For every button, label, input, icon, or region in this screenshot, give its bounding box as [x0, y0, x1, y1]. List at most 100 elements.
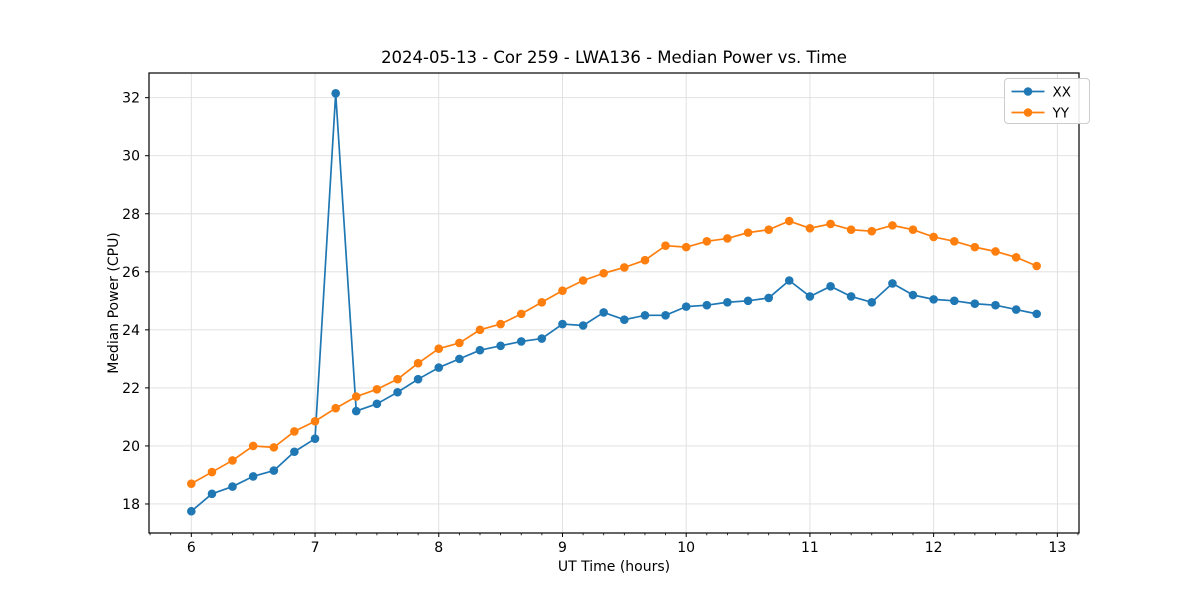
legend-marker-YY	[1023, 108, 1033, 117]
data-point-YY	[207, 467, 217, 477]
data-point-YY	[888, 221, 897, 230]
data-point-XX	[784, 276, 794, 285]
data-point-XX	[434, 363, 444, 372]
plot-frame	[148, 72, 1080, 534]
data-point-XX	[661, 311, 670, 320]
y-tick-label: 26	[122, 265, 140, 281]
data-point-XX	[537, 334, 547, 343]
data-point-YY	[331, 403, 340, 413]
data-point-YY	[455, 338, 464, 348]
data-point-XX	[702, 300, 712, 310]
data-point-YY	[248, 441, 258, 451]
data-point-YY	[1011, 252, 1021, 262]
data-point-YY	[805, 223, 815, 233]
x-tick-label: 6	[187, 540, 196, 556]
x-axis-label: UT Time (hours)	[557, 559, 671, 575]
data-point-XX	[331, 89, 340, 98]
data-point-XX	[393, 387, 402, 397]
data-point-XX	[599, 308, 608, 317]
x-tick-label: 12	[925, 540, 943, 556]
data-point-YY	[846, 225, 856, 235]
y-tick-label: 32	[122, 91, 140, 107]
legend-label-YY: YY	[1052, 106, 1070, 122]
data-point-XX	[269, 466, 279, 475]
data-point-XX	[743, 296, 753, 306]
data-point-XX	[620, 315, 629, 324]
data-point-YY	[867, 226, 877, 236]
data-point-YY	[702, 237, 712, 246]
data-point-XX	[207, 489, 217, 499]
y-tick-label: 28	[122, 207, 140, 223]
data-point-YY	[516, 309, 526, 319]
data-point-YY	[393, 374, 402, 384]
data-point-YY	[929, 232, 938, 242]
data-point-YY	[351, 392, 361, 401]
legend-box	[1004, 78, 1090, 124]
data-point-YY	[475, 325, 485, 335]
data-point-XX	[949, 296, 959, 306]
data-point-XX	[681, 302, 691, 311]
data-point-XX	[929, 295, 938, 304]
data-point-XX	[496, 341, 505, 351]
data-point-XX	[351, 406, 361, 416]
y-tick-label: 30	[122, 149, 140, 165]
data-point-XX	[1011, 305, 1021, 314]
data-point-YY	[826, 219, 835, 229]
data-point-YY	[187, 479, 196, 488]
legend-marker-XX	[1023, 87, 1033, 96]
data-point-XX	[372, 399, 382, 409]
data-point-YY	[599, 268, 608, 278]
data-point-XX	[805, 292, 815, 301]
data-point-XX	[908, 290, 918, 300]
y-axis-label: Median Power (CPU)	[106, 232, 122, 374]
data-point-XX	[455, 354, 464, 364]
data-point-XX	[888, 279, 897, 288]
y-tick-label: 22	[122, 381, 140, 397]
legend: XX YY	[1004, 78, 1090, 124]
data-point-YY	[1032, 261, 1041, 271]
data-point-YY	[661, 241, 670, 250]
grid	[149, 73, 1079, 533]
data-point-XX	[290, 447, 299, 457]
data-point-XX	[826, 282, 835, 291]
data-point-XX	[578, 321, 588, 330]
data-point-YY	[991, 247, 1000, 256]
data-point-XX	[764, 293, 774, 303]
data-point-YY	[413, 358, 423, 368]
data-point-YY	[290, 427, 299, 436]
data-point-XX	[413, 374, 423, 384]
data-point-YY	[537, 297, 547, 307]
data-point-XX	[1032, 309, 1041, 319]
data-point-XX	[640, 311, 650, 320]
x-tick-label: 13	[1048, 540, 1066, 556]
data-point-YY	[496, 319, 505, 329]
data-point-YY	[558, 286, 567, 295]
data-point-XX	[187, 506, 196, 516]
data-point-XX	[867, 297, 877, 307]
data-point-YY	[743, 228, 753, 237]
data-point-YY	[578, 276, 588, 285]
legend-label-XX: XX	[1053, 85, 1072, 101]
y-tick-label: 18	[122, 497, 140, 513]
data-point-YY	[640, 255, 650, 265]
data-point-YY	[310, 416, 320, 426]
x-tick-label: 9	[558, 540, 567, 556]
data-point-YY	[723, 234, 732, 243]
x-tick-label: 7	[311, 540, 320, 556]
data-point-YY	[269, 443, 279, 452]
data-point-YY	[372, 385, 382, 394]
data-point-YY	[908, 225, 918, 235]
data-point-XX	[991, 300, 1000, 310]
data-point-XX	[248, 472, 258, 481]
series-YY	[187, 216, 1041, 488]
data-point-XX	[846, 292, 856, 301]
data-point-YY	[949, 237, 959, 246]
x-tick-label: 10	[677, 540, 695, 556]
y-tick-label: 24	[122, 323, 140, 339]
data-point-YY	[228, 456, 237, 465]
data-point-YY	[681, 242, 691, 252]
series-XX	[187, 89, 1041, 516]
data-point-YY	[434, 344, 444, 354]
data-point-XX	[228, 482, 237, 491]
